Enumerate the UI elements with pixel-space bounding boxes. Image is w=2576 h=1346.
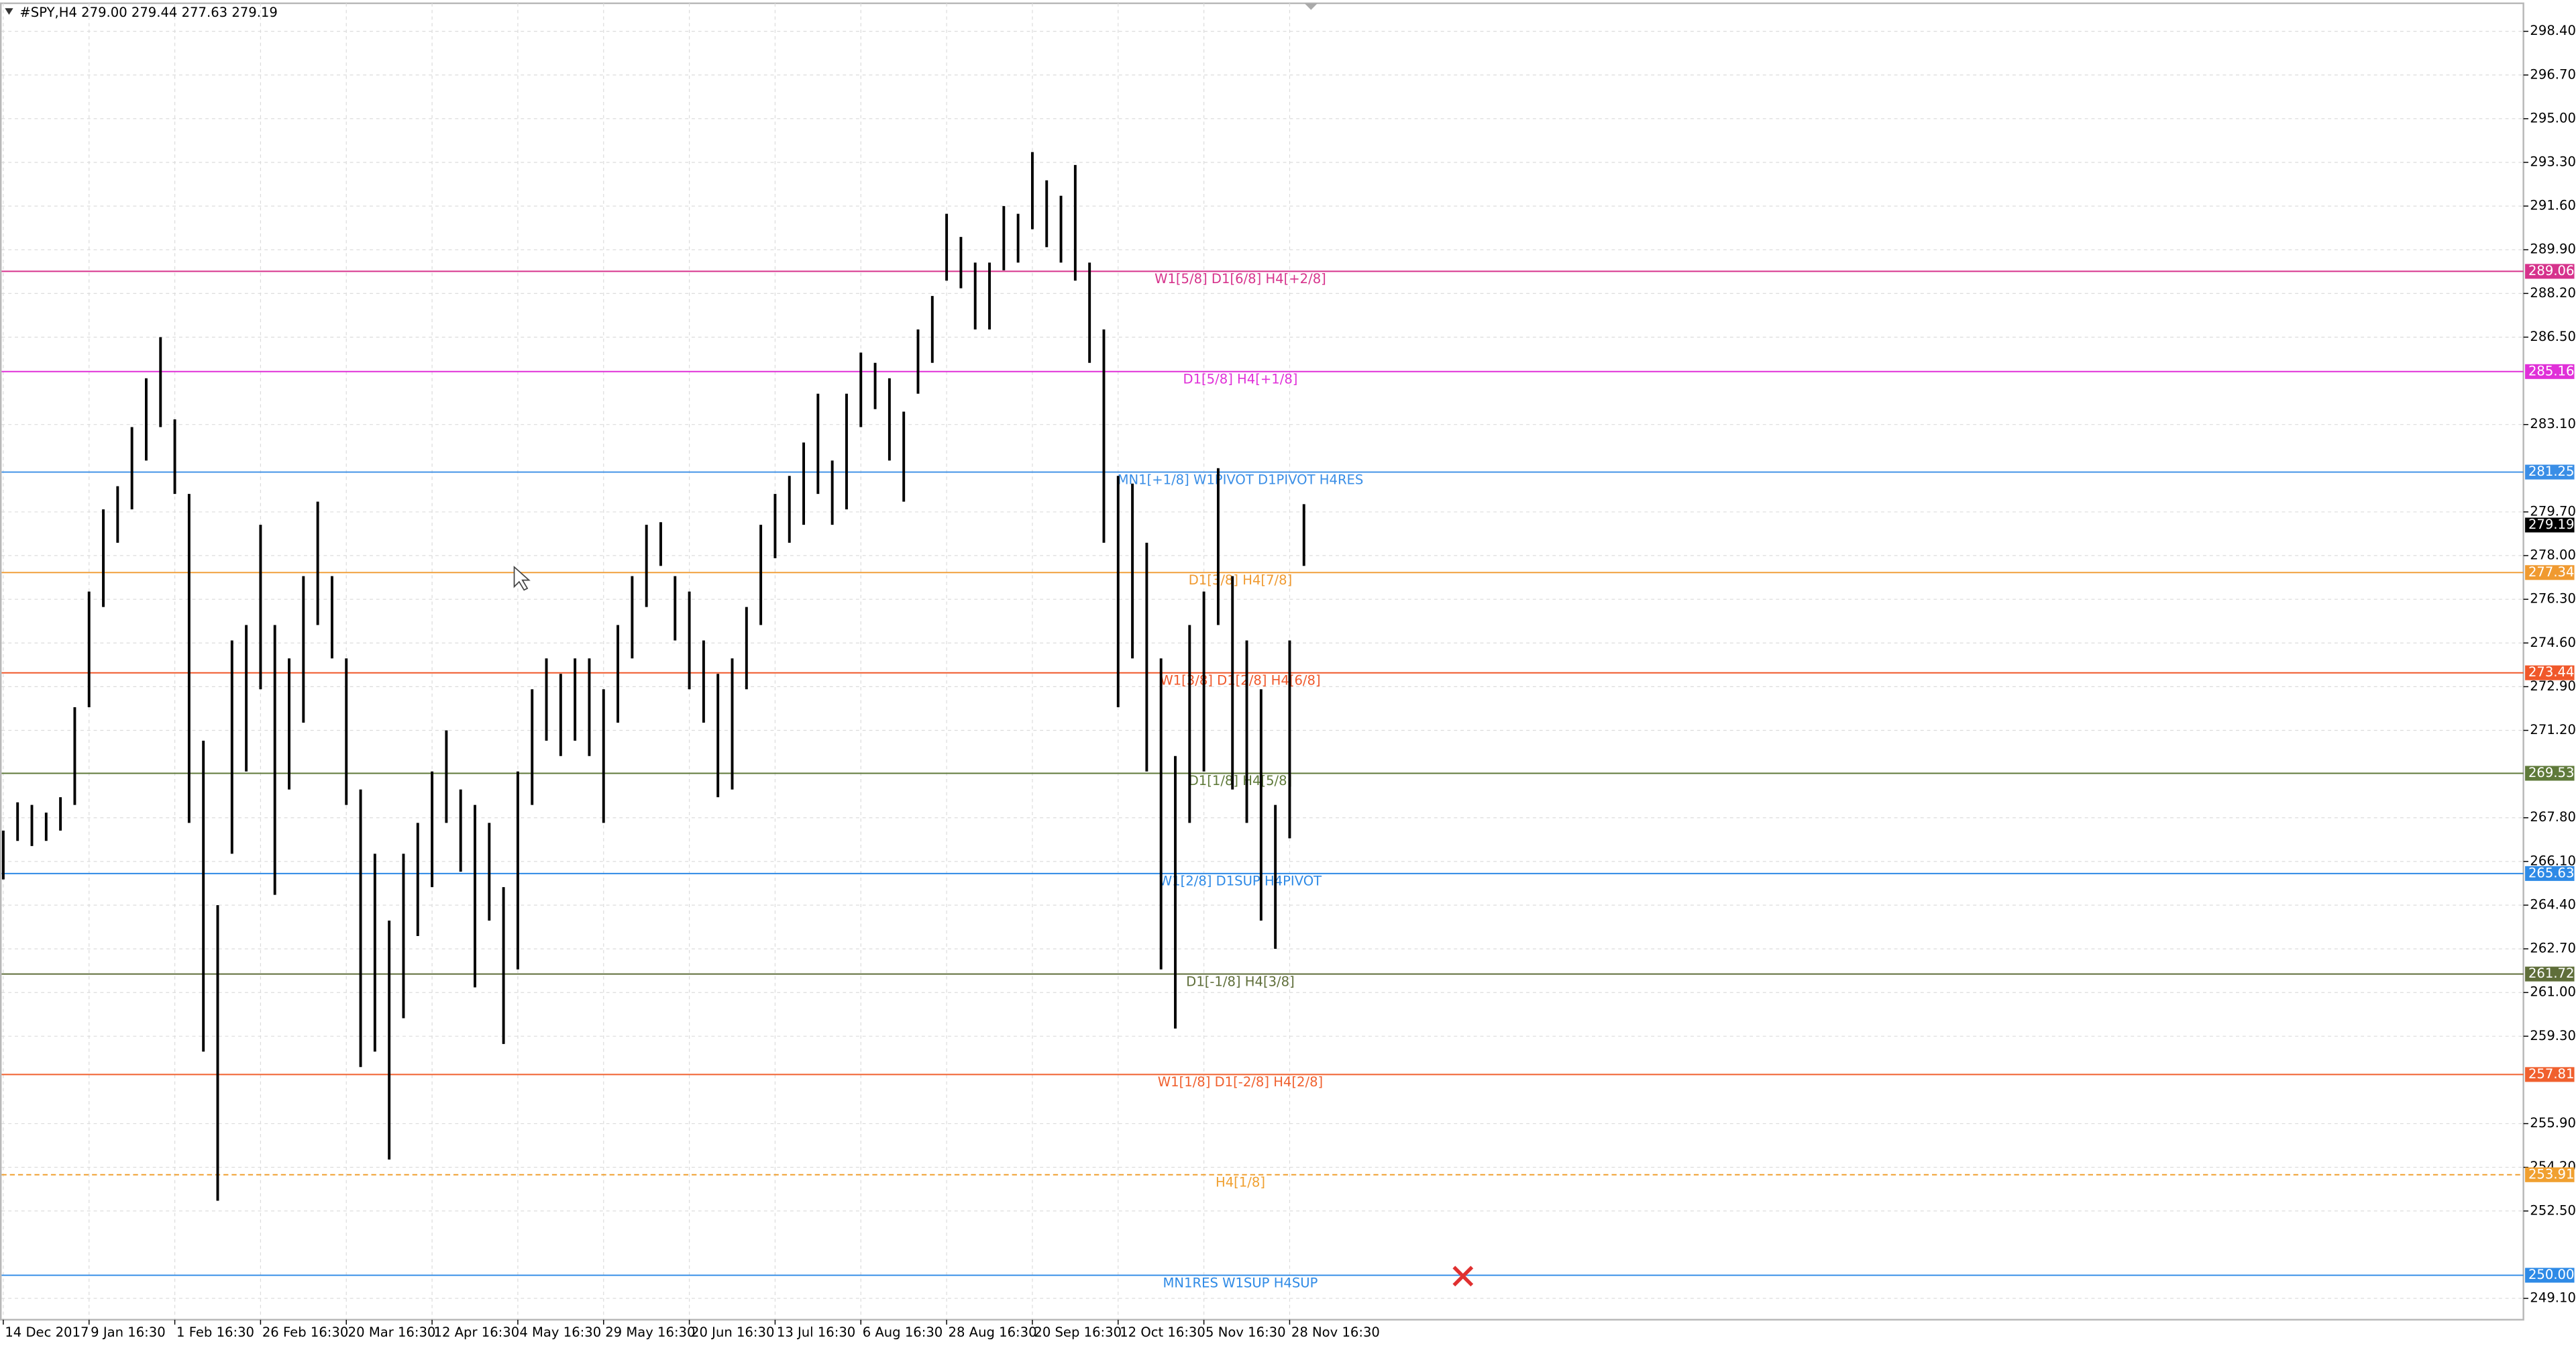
price-tag-label: 273.44 [2528,664,2575,680]
y-tick-label: 274.60 [2530,635,2576,650]
x-tick-label: 5 Nov 16:30 [1205,1325,1286,1340]
level-label: MN1RES W1SUP H4SUP [1163,1275,1318,1290]
price-tag-label: 269.53 [2528,765,2575,780]
price-tag [2525,665,2575,680]
x-tick-label: 20 Jun 16:30 [691,1325,774,1340]
price-tag-label: 253.91 [2528,1166,2575,1182]
y-tick-label: 288.20 [2530,285,2576,301]
level-label: W1[1/8] D1[-2/8] H4[2/8] [1158,1074,1323,1090]
y-tick-label: 298.40 [2530,23,2576,38]
symbol-menu[interactable] [5,8,13,15]
y-tick-label: 272.90 [2530,678,2576,694]
close-object[interactable] [1452,1265,1474,1287]
level-label: D1[3/8] H4[7/8] [1189,572,1293,588]
level-label: H4[1/8] [1216,1175,1265,1190]
x-tick-label: 9 Jan 16:30 [91,1325,166,1340]
x-tick-label: 4 May 16:30 [519,1325,601,1340]
price-tag [2525,1267,2575,1283]
x-tick-label: 20 Sep 16:30 [1034,1325,1122,1340]
y-tick-label: 291.60 [2530,198,2576,213]
last-price-label: 279.19 [2528,517,2575,532]
price-tag [2525,464,2575,480]
x-tick-label: 1 Feb 16:30 [176,1325,254,1340]
x-tick-label: 6 Aug 16:30 [863,1325,943,1340]
y-tick-label: 249.10 [2530,1290,2576,1306]
x-tick-label: 14 Dec 2017 [5,1325,89,1340]
y-tick-label: 264.40 [2530,896,2576,912]
x-tick-label: 28 Aug 16:30 [949,1325,1037,1340]
price-tag [2525,1067,2575,1082]
chart-title: #SPY,H4 279.00 279.44 277.63 279.19 [19,5,277,20]
y-tick-label: 266.10 [2530,853,2576,868]
plot-frame [0,2,2524,1321]
price-tag [2525,766,2575,781]
y-tick-label: 259.30 [2530,1028,2576,1043]
price-tag-label: 257.81 [2528,1066,2575,1082]
level-label: W1[3/8] D1[2/8] H4[6/8] [1160,672,1320,688]
y-tick-label: 295.00 [2530,110,2576,125]
level-label: MN1[+1/8] W1PIVOT D1PIVOT H4RES [1118,472,1364,487]
level-label: W1[2/8] D1SUP H4PIVOT [1159,874,1322,889]
price-tag-label: 261.72 [2528,966,2575,981]
price-tag-label: 289.06 [2528,263,2575,278]
price-tag [2525,966,2575,982]
x-stroke [1452,1265,1474,1287]
price-tag [2525,1167,2575,1182]
price-tag-label: 250.00 [2528,1267,2575,1282]
level-label: W1[5/8] D1[6/8] H4[+2/8] [1155,271,1326,287]
y-tick-label: 296.70 [2530,66,2576,82]
price-tag [2525,565,2575,580]
shift-marker [1304,3,1318,10]
price-tag [2525,866,2575,881]
price-tag-label: 265.63 [2528,865,2575,880]
levels-layer: W1[5/8] D1[6/8] H4[+2/8] D1[5/8] H4[+1/8]… [1,270,2524,1290]
x-tick-label: 12 Apr 16:30 [434,1325,520,1340]
price-tag-label: 277.34 [2528,564,2575,580]
price-tag-label: 281.25 [2528,464,2575,479]
y-tick-label: 261.00 [2530,984,2576,1000]
x-tick-label: 12 Oct 16:30 [1120,1325,1205,1340]
last-price-tag [2525,517,2575,533]
y-tick-label: 262.70 [2530,941,2576,956]
y-tick-label: 276.30 [2530,591,2576,607]
x-tick-label: 20 Mar 16:30 [348,1325,436,1340]
y-tick-label: 289.90 [2530,242,2576,257]
axis-layer: 298.40 296.70 295.00 293.30 291.60 289.90 288.… [3,23,2576,1340]
level-label: D1[5/8] H4[+1/8] [1183,372,1298,387]
y-tick-label: 286.50 [2530,329,2576,344]
price-tag-label: 285.16 [2528,363,2575,378]
x-tick-label: 29 May 16:30 [605,1325,695,1340]
mouse-cursor [513,566,531,591]
y-tick-label: 283.10 [2530,416,2576,431]
x-tick-label: 28 Nov 16:30 [1291,1325,1380,1340]
price-tag [2525,264,2575,279]
y-tick-label: 279.70 [2530,503,2576,519]
y-tick-label: 278.00 [2530,548,2576,563]
level-label: D1[1/8] H4[5/8] [1189,773,1293,788]
y-tick-label: 293.30 [2530,154,2576,169]
x-tick-label: 13 Jul 16:30 [777,1325,855,1340]
y-tick-label: 271.20 [2530,722,2576,737]
y-tick-label: 267.80 [2530,809,2576,825]
y-tick-label: 255.90 [2530,1115,2576,1131]
y-tick-label: 252.50 [2530,1202,2576,1218]
price-tag [2525,364,2575,379]
x-tick-label: 26 Feb 16:30 [262,1325,348,1340]
bars-layer [1,152,1305,1201]
level-label: D1[-1/8] H4[3/8] [1186,974,1295,989]
